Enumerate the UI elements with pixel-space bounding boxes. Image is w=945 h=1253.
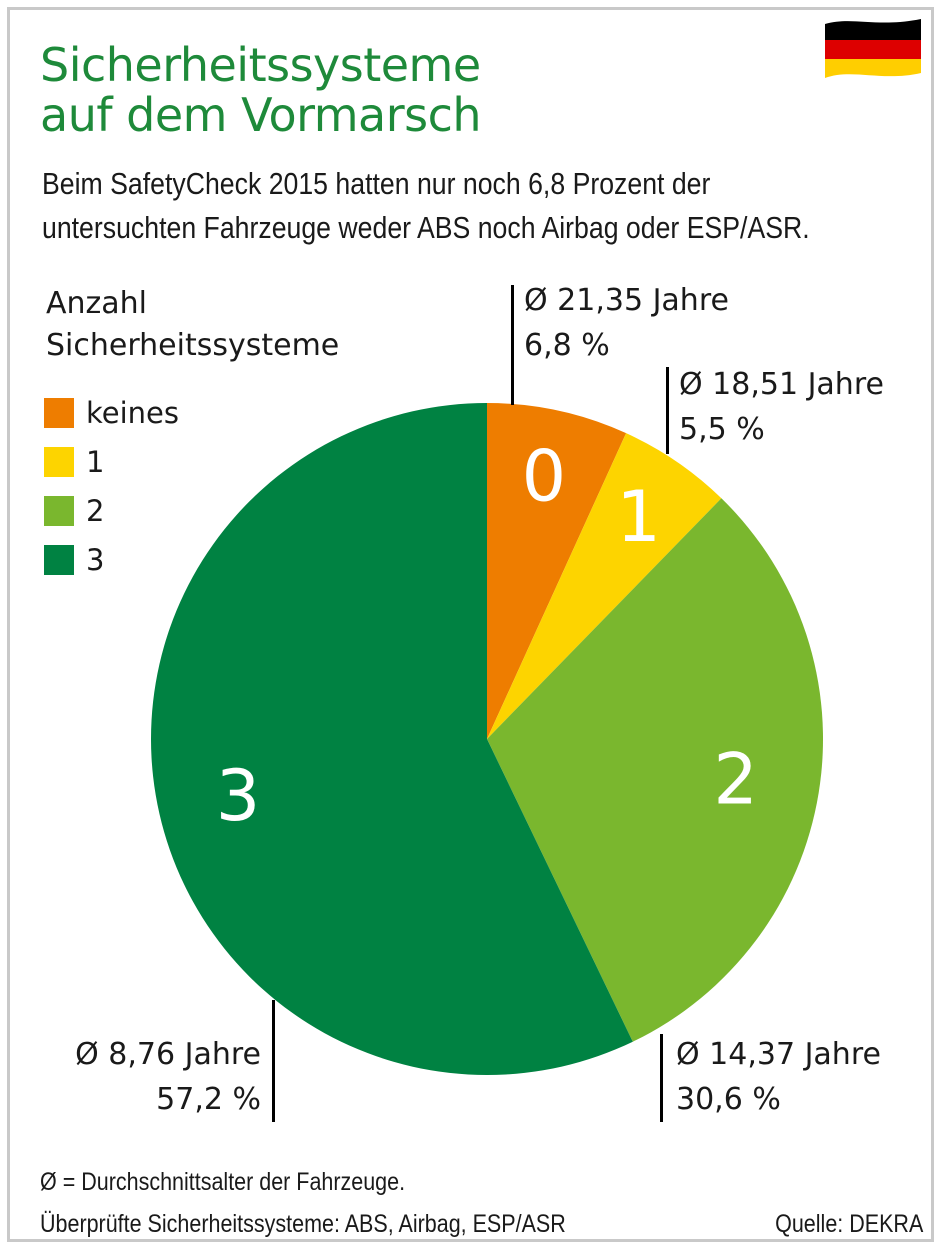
footer-source: Quelle: DEKRA [774,1210,923,1238]
flag-stripe-black [825,19,921,40]
pie-slice-2 [487,498,824,1042]
legend-item-1: 1 [44,437,179,486]
legend-swatch-1 [44,446,74,477]
legend-label-3: 3 [86,542,105,577]
germany-flag-icon [825,19,921,78]
legend-item-2: 2 [44,486,179,535]
legend: keines 1 2 3 [44,388,179,584]
callout-age-2: Ø 14,37 Jahre [676,1037,881,1072]
callout-leader-1 [666,367,669,454]
legend-title-line-1: Anzahl [46,286,148,321]
chart-subtitle-line-2: untersuchten Fahrzeuge weder ABS noch Ai… [42,210,810,245]
footer-systems: Überprüfte Sicherheitssysteme: ABS, Airb… [40,1210,566,1238]
legend-title-line-2: Sicherheitssysteme [46,328,340,363]
flag-stripe-gold [825,59,921,78]
legend-swatch-3 [44,544,74,575]
callout-leader-3 [272,1000,275,1122]
callout-slice-3: Ø 8,76 Jahre 57,2 % [75,1032,261,1122]
chart-title-line-2: auf dem Vormarsch [40,88,482,142]
callout-age-1: Ø 18,51 Jahre [679,367,884,402]
chart-title: Sicherheitssysteme auf dem Vormarsch [40,38,482,142]
callout-leader-2 [660,1034,663,1122]
callout-slice-2: Ø 14,37 Jahre 30,6 % [676,1032,881,1122]
pie-slice-1 [487,433,722,739]
legend-swatch-none [44,397,74,428]
pie-slice-label-0: 0 [522,435,567,517]
footer-note: Ø = Durchschnittsalter der Fahrzeuge. [40,1168,406,1196]
pie-slice-label-1: 1 [616,476,661,558]
pie-slice-label-3: 3 [216,755,261,837]
callout-slice-1: Ø 18,51 Jahre 5,5 % [679,362,884,452]
pie-slice-0 [487,403,627,739]
chart-title-line-1: Sicherheitssysteme [40,38,481,92]
legend-label-none: keines [86,395,179,430]
callout-percent-3: 57,2 % [156,1082,261,1117]
callout-slice-0: Ø 21,35 Jahre 6,8 % [524,278,729,368]
legend-label-1: 1 [86,444,105,479]
chart-subtitle: Beim SafetyCheck 2015 hatten nur noch 6,… [42,162,810,250]
callout-age-3: Ø 8,76 Jahre [75,1037,261,1072]
legend-label-2: 2 [86,493,105,528]
chart-subtitle-line-1: Beim SafetyCheck 2015 hatten nur noch 6,… [42,166,711,201]
pie-slice-3 [151,403,633,1076]
callout-percent-2: 30,6 % [676,1082,781,1117]
legend-title: Anzahl Sicherheitssysteme [46,283,339,367]
callout-leader-0 [511,285,514,405]
callout-age-0: Ø 21,35 Jahre [524,283,729,318]
pie-slice-label-2: 2 [713,739,758,821]
callout-percent-0: 6,8 % [524,328,610,363]
legend-swatch-2 [44,495,74,526]
callout-percent-1: 5,5 % [679,412,765,447]
legend-item-3: 3 [44,535,179,584]
flag-stripe-red [825,40,921,59]
legend-item-none: keines [44,388,179,437]
